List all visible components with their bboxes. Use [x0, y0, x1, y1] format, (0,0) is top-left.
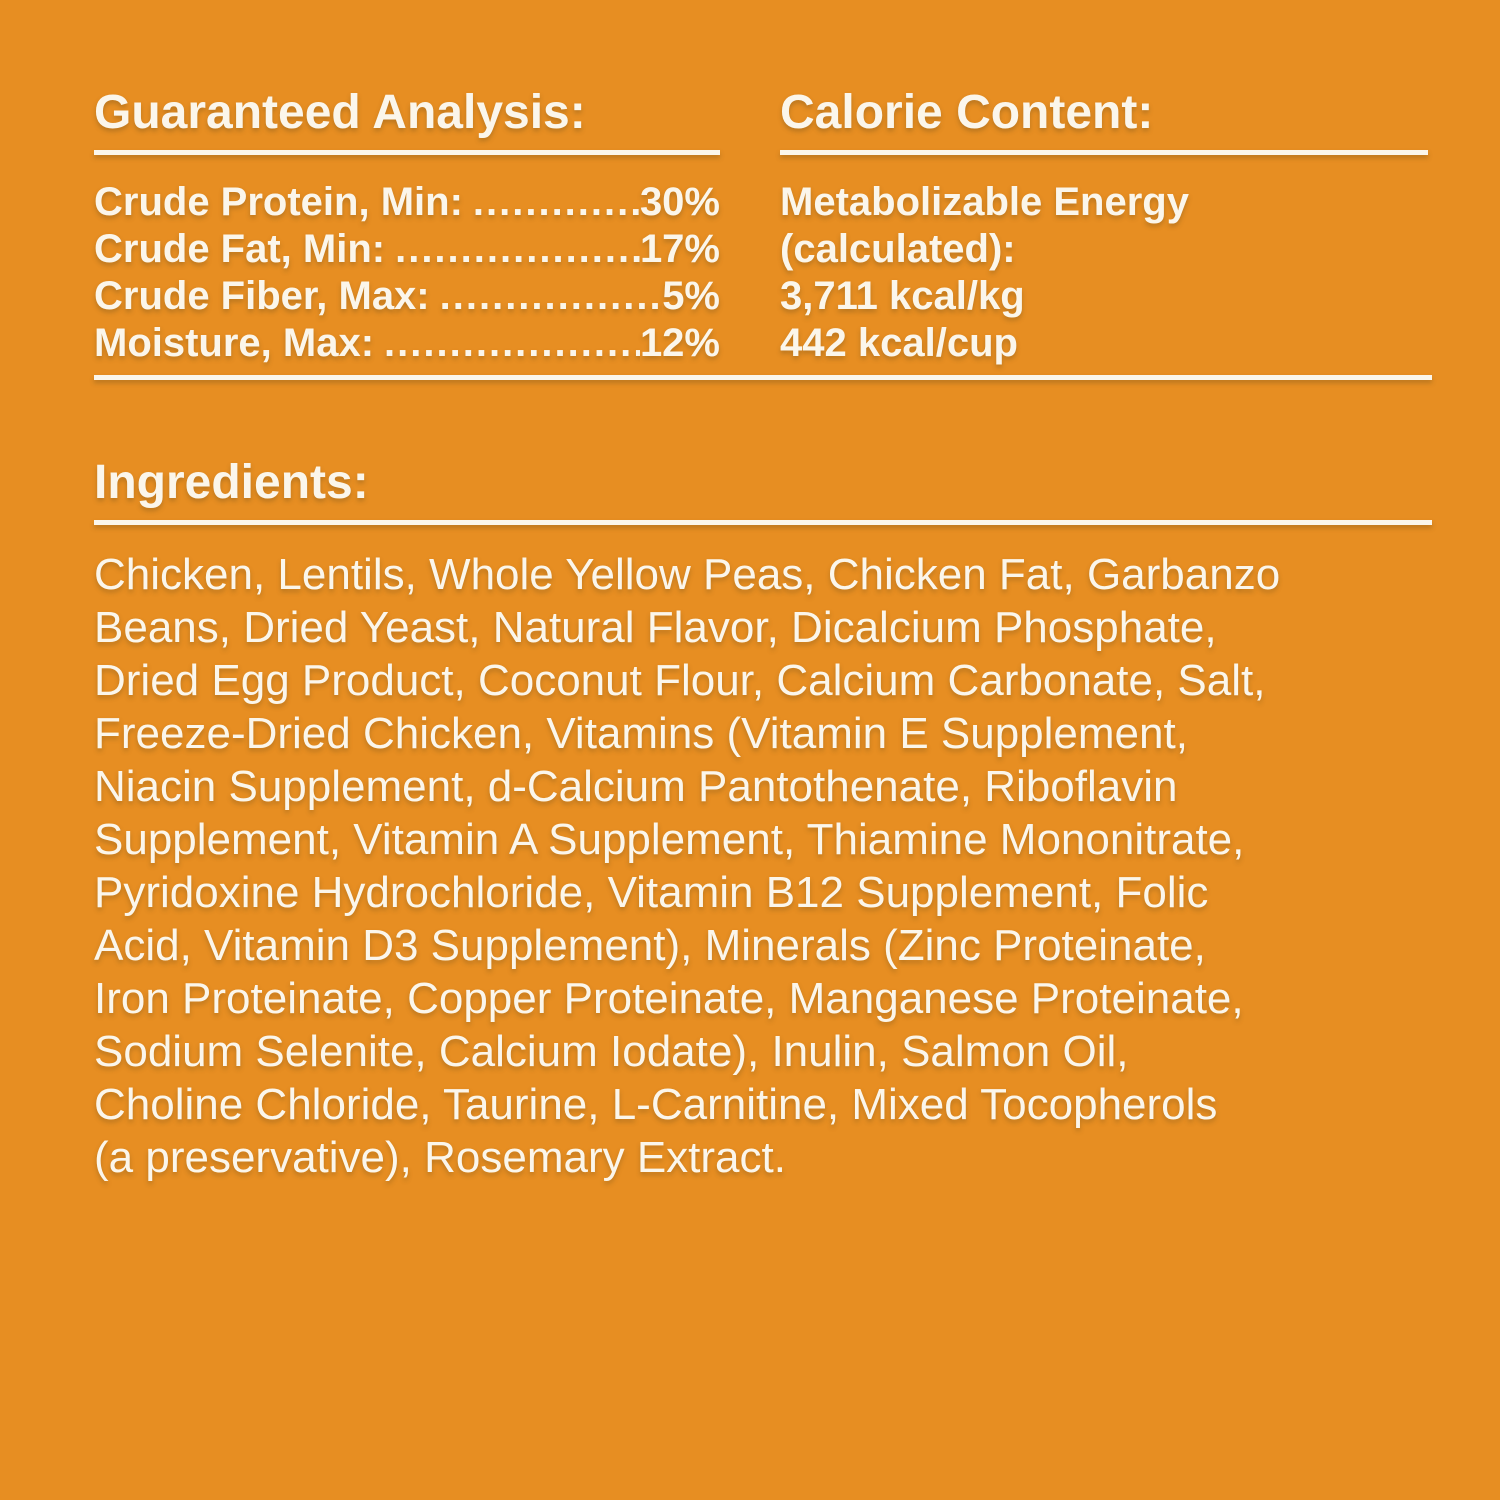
guaranteed-analysis-title: Guaranteed Analysis:	[94, 86, 586, 139]
analysis-value: 30%	[639, 180, 720, 224]
ingredients-list: Chicken, Lentils, Whole Yellow Peas, Chi…	[94, 550, 1281, 1182]
analysis-row-crude-fat: Crude Fat, Min: ........................…	[94, 226, 720, 273]
analysis-label: Crude Fat, Min:	[94, 227, 386, 271]
guaranteed-analysis-section: Guaranteed Analysis: Crude Protein, Min:…	[94, 86, 720, 367]
analysis-row-crude-fiber: Crude Fiber, Max: ......................…	[94, 273, 720, 320]
ingredients-section: Ingredients: Chicken, Lentils, Whole Yel…	[94, 456, 1432, 1184]
analysis-label: Moisture, Max:	[94, 321, 375, 365]
guaranteed-analysis-divider	[94, 150, 720, 155]
analysis-label: Crude Protein, Min:	[94, 180, 463, 224]
calorie-content-section: Calorie Content: Metabolizable Energy (c…	[780, 86, 1428, 367]
dot-leader: ........................................…	[472, 180, 640, 224]
ingredients-title: Ingredients:	[94, 456, 369, 509]
section-divider	[94, 375, 1432, 380]
dot-leader: ........................................…	[384, 321, 640, 365]
analysis-label: Crude Fiber, Max:	[94, 274, 430, 318]
guaranteed-analysis-rows: Crude Protein, Min: ....................…	[94, 179, 720, 367]
analysis-value: 17%	[639, 227, 720, 271]
analysis-value: 12%	[639, 321, 720, 365]
calorie-content-divider	[780, 150, 1428, 155]
calorie-content-title: Calorie Content:	[780, 86, 1154, 139]
calorie-content-values: Metabolizable Energy (calculated): 3,711…	[780, 180, 1189, 365]
analysis-row-moisture: Moisture, Max: .........................…	[94, 320, 720, 367]
dot-leader: ........................................…	[439, 274, 663, 318]
analysis-value: 5%	[662, 274, 720, 318]
ingredients-divider	[94, 520, 1432, 525]
dot-leader: ........................................…	[395, 227, 640, 271]
analysis-row-crude-protein: Crude Protein, Min: ....................…	[94, 179, 720, 226]
